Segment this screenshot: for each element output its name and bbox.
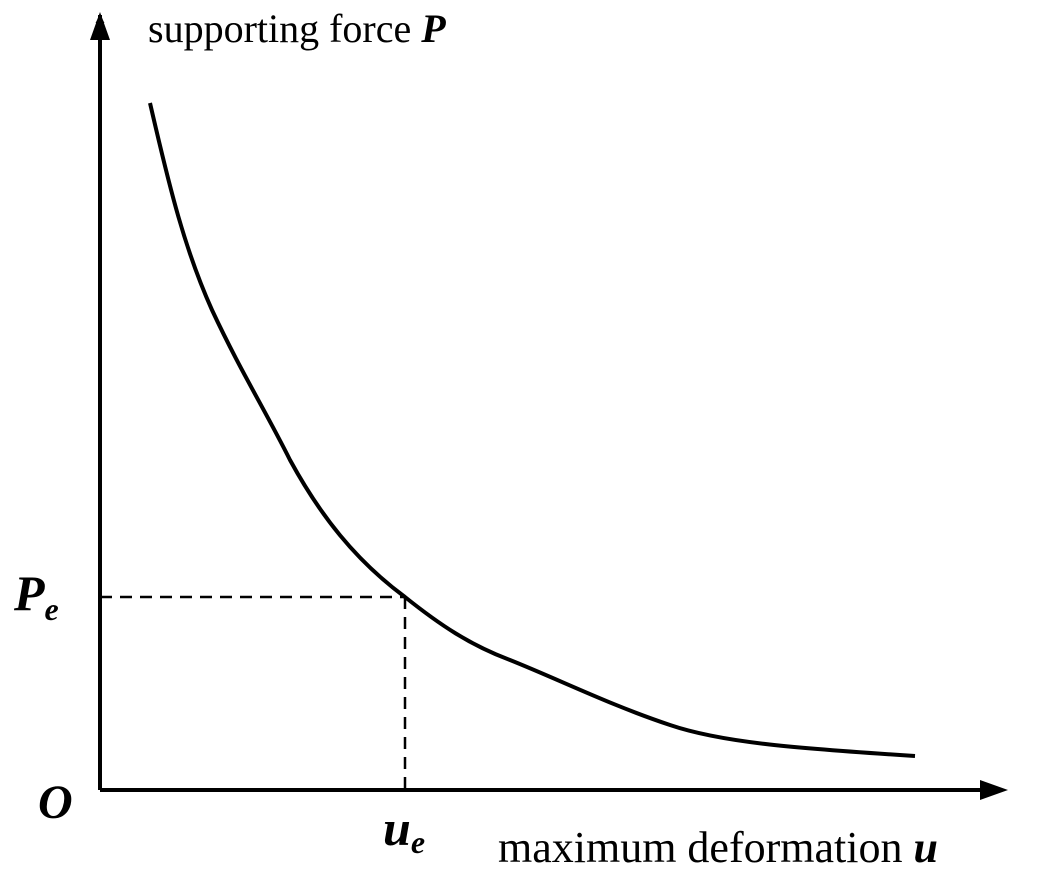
y-arrow xyxy=(90,12,110,40)
y-marker-subscript: e xyxy=(45,591,59,627)
y-axis-symbol: P xyxy=(420,6,446,51)
y-marker-symbol: P xyxy=(13,565,45,621)
x-marker-symbol: u xyxy=(383,800,411,856)
curve xyxy=(148,102,916,758)
y-axis-label-text: supporting force xyxy=(148,6,411,51)
origin-label: O xyxy=(38,776,73,829)
x-axis-label-text: maximum deformation xyxy=(498,823,902,872)
x-marker-subscript: e xyxy=(411,824,425,860)
x-axis-label: maximum deformation u xyxy=(498,823,938,872)
x-axis-symbol: u xyxy=(913,823,937,872)
y-marker: Pe xyxy=(13,565,59,627)
y-axis-label: supporting force P xyxy=(148,6,446,51)
x-arrow xyxy=(980,780,1008,800)
x-marker: ue xyxy=(383,800,425,860)
